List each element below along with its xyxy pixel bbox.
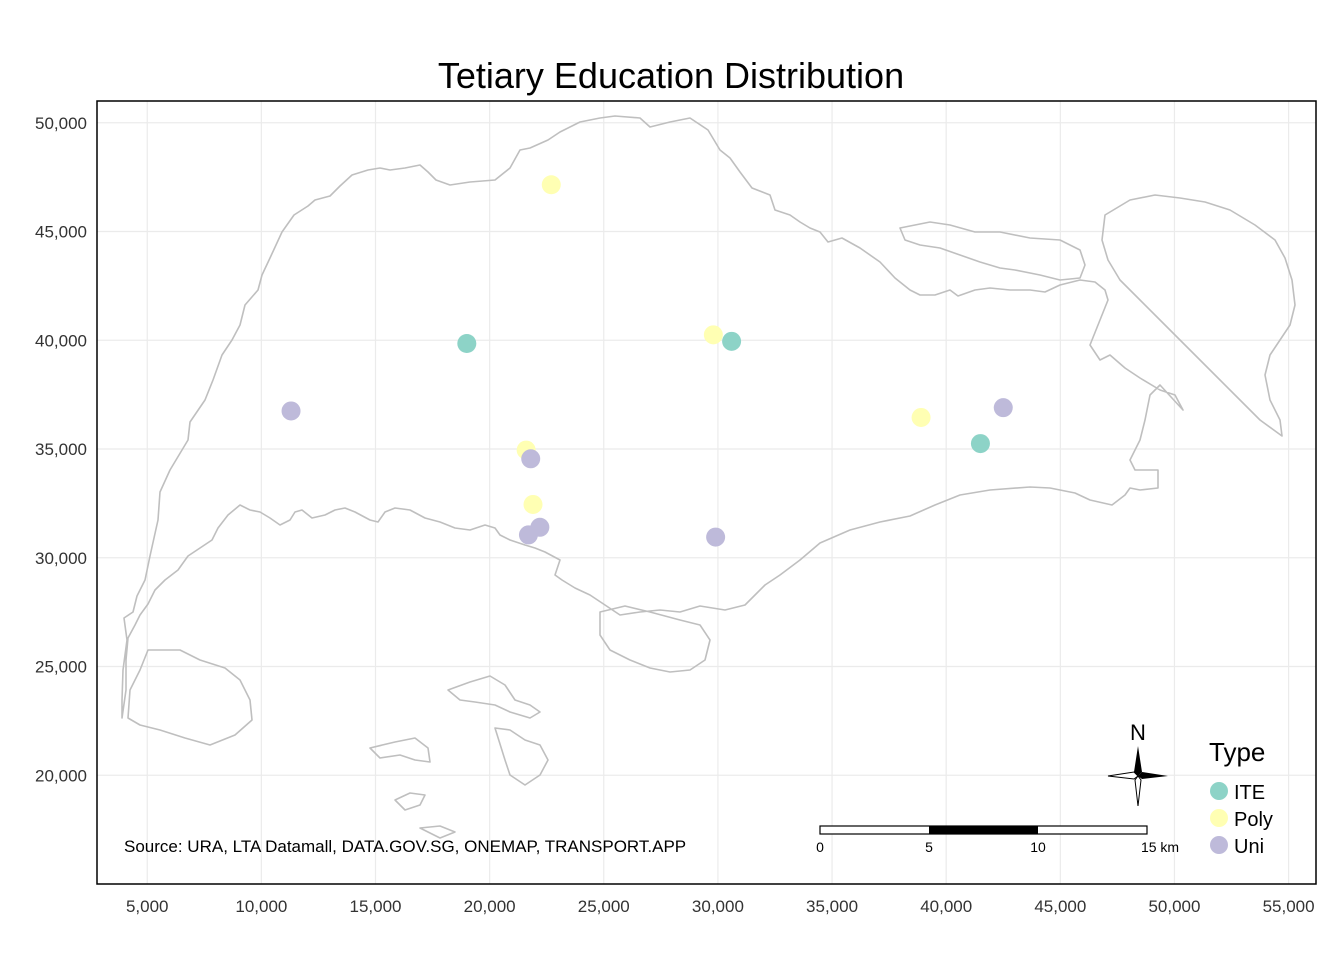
point-ite: [722, 331, 742, 351]
mainland-outline: [121, 115, 1184, 719]
y-tick-label: 35,000: [35, 440, 87, 459]
panel-border: [96, 100, 1317, 885]
y-tick-label: 20,000: [35, 766, 87, 785]
chart-title: Tetiary Education Distribution: [438, 55, 904, 96]
y-axis-ticks: 20,000 25,000 30,000 35,000 40,000 45,000 50,0…: [35, 114, 87, 786]
point-uni: [530, 517, 550, 537]
scale-bar-filled-segment: [929, 826, 1038, 834]
x-tick-label: 55,000: [1263, 897, 1315, 916]
point-uni: [521, 449, 541, 469]
x-tick-label: 10,000: [235, 897, 287, 916]
data-points: [281, 175, 1013, 547]
y-tick-label: 25,000: [35, 658, 87, 677]
point-ite: [457, 334, 477, 354]
point-poly: [911, 407, 931, 427]
pulau-tekong-outline: [1101, 194, 1296, 437]
x-tick-label: 5,000: [126, 897, 169, 916]
legend-label-uni: Uni: [1234, 836, 1264, 858]
scale-label-15km: 15 km: [1141, 839, 1179, 855]
north-arrow-icon: N: [1107, 720, 1168, 807]
y-tick-label: 30,000: [35, 549, 87, 568]
point-poly: [523, 494, 543, 514]
legend: Type ITE Poly Uni: [1209, 737, 1273, 858]
island-outline-1: [447, 675, 541, 719]
scale-label-0: 0: [816, 839, 824, 855]
y-tick-label: 50,000: [35, 114, 87, 133]
point-uni: [993, 398, 1013, 418]
island-outline-3: [494, 727, 549, 786]
point-ite: [970, 434, 990, 454]
legend-key-ite: [1210, 782, 1228, 800]
sentosa-outline: [599, 605, 711, 673]
singapore-outline: [121, 115, 1296, 839]
x-tick-label: 30,000: [692, 897, 744, 916]
island-outline-4: [394, 792, 426, 811]
x-axis-ticks: 5,000 10,000 15,000 20,000 25,000 30,000 35,00…: [126, 897, 1315, 916]
jurong-island-outline: [127, 649, 253, 746]
scale-label-5: 5: [925, 839, 933, 855]
scale-label-10: 10: [1030, 839, 1046, 855]
point-uni: [281, 401, 301, 421]
x-tick-label: 45,000: [1034, 897, 1086, 916]
island-outline-5: [419, 825, 456, 839]
x-tick-label: 20,000: [464, 897, 516, 916]
point-poly: [703, 325, 723, 345]
legend-key-poly: [1210, 809, 1228, 827]
x-tick-label: 15,000: [349, 897, 401, 916]
y-tick-label: 45,000: [35, 223, 87, 242]
x-tick-label: 35,000: [806, 897, 858, 916]
legend-key-uni: [1210, 836, 1228, 854]
grid-lines: [97, 101, 1316, 884]
source-caption: Source: URA, LTA Datamall, DATA.GOV.SG, …: [124, 837, 686, 856]
legend-label-ite: ITE: [1234, 782, 1265, 804]
scale-bar: 0 5 10 15 km: [816, 825, 1179, 855]
island-outline-2: [369, 737, 431, 763]
x-tick-label: 50,000: [1148, 897, 1200, 916]
y-tick-label: 40,000: [35, 331, 87, 350]
legend-label-poly: Poly: [1234, 809, 1273, 831]
north-label: N: [1130, 720, 1146, 745]
legend-title: Type: [1209, 737, 1265, 767]
point-poly: [541, 175, 561, 195]
pulau-ubin-outline: [899, 221, 1086, 281]
x-tick-label: 40,000: [920, 897, 972, 916]
point-uni: [706, 527, 726, 547]
x-tick-label: 25,000: [578, 897, 630, 916]
